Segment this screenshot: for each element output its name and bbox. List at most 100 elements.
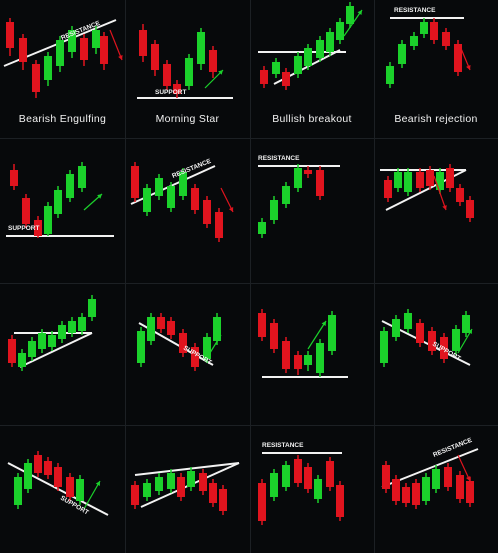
bearish-candle — [163, 64, 171, 86]
bullish-candle — [270, 473, 278, 497]
candlestick-diagram — [131, 462, 240, 515]
bullish-candle — [394, 172, 402, 188]
bearish-candle — [219, 489, 227, 511]
bullish-candle — [147, 317, 155, 341]
grid-divider-vertical — [125, 0, 126, 553]
bullish-candle — [336, 22, 344, 40]
resistance-label: RESISTANCE — [432, 437, 474, 459]
bullish-candle — [187, 471, 195, 487]
bearish-candle — [131, 166, 139, 198]
bearish-candle — [382, 465, 390, 489]
bullish-candle — [398, 44, 406, 64]
bullish-candle — [404, 172, 412, 192]
grid-divider-vertical — [374, 0, 375, 553]
bullish-candle — [167, 186, 175, 208]
bearish-candle — [304, 467, 312, 489]
bullish-candle — [18, 353, 26, 367]
bullish-candle — [197, 32, 205, 64]
grid-divider-horizontal — [0, 138, 498, 139]
bearish-candle — [456, 475, 464, 499]
bullish-candle — [380, 331, 388, 363]
bullish-candle — [432, 469, 440, 489]
bearish-candle — [282, 72, 290, 86]
bearish-candle — [326, 461, 334, 487]
bearish-candle — [416, 172, 424, 188]
arrow-head-icon — [97, 194, 102, 199]
direction-arrow — [83, 480, 101, 510]
pattern-card: RESISTANCE — [250, 138, 374, 283]
bearish-candle — [442, 32, 450, 46]
bearish-candle — [6, 22, 14, 48]
pattern-name: Bearish Engulfing — [18, 113, 107, 125]
arrow-head-icon — [357, 10, 362, 15]
bearish-candle — [151, 44, 159, 70]
bullish-candle — [258, 222, 266, 234]
resistance-label: RESISTANCE — [394, 7, 436, 14]
bearish-candle — [258, 313, 266, 337]
bullish-candle — [316, 40, 324, 58]
bearish-candle — [416, 323, 424, 343]
bullish-candle — [44, 56, 52, 80]
bearish-candle — [131, 485, 139, 505]
bullish-candle — [462, 315, 470, 333]
bearish-candle — [139, 30, 147, 56]
bullish-candle — [48, 335, 56, 347]
bullish-candle — [304, 48, 312, 66]
bullish-candle — [44, 206, 52, 234]
bearish-candle — [428, 331, 436, 351]
candlestick-diagram — [380, 164, 474, 222]
arrow-head-icon — [321, 321, 326, 326]
bullish-candle — [386, 66, 394, 84]
arrow-head-icon — [465, 476, 471, 481]
bearish-candle — [412, 483, 420, 505]
direction-arrow — [433, 175, 447, 211]
bearish-candle — [8, 339, 16, 363]
bullish-candle — [392, 319, 400, 337]
bullish-candle — [56, 40, 64, 66]
candlestick-diagram: SUPPORT — [7, 451, 109, 516]
bullish-candle — [452, 329, 460, 351]
grid-divider-horizontal — [0, 283, 498, 284]
bearish-candle — [177, 477, 185, 497]
candlestick-diagram: RESISTANCE — [386, 7, 471, 88]
bullish-candle — [68, 30, 76, 52]
bearish-candle — [34, 455, 42, 473]
bullish-candle — [155, 178, 163, 196]
bullish-candle — [294, 56, 302, 74]
bullish-candle — [282, 465, 290, 487]
bullish-candle — [28, 341, 36, 357]
bullish-candle — [167, 473, 175, 489]
bullish-candle — [316, 343, 324, 373]
bearish-candle — [392, 479, 400, 501]
direction-arrow — [220, 187, 234, 213]
bearish-candle — [316, 170, 324, 196]
pattern-card: SUPPORT Morning Star — [125, 0, 250, 138]
candlestick-diagram: SUPPORT — [6, 162, 114, 238]
bullish-candle — [38, 333, 46, 349]
bullish-candle — [294, 168, 302, 188]
bearish-candle — [260, 70, 268, 84]
pattern-name: Morning Star — [155, 113, 220, 125]
bullish-candle — [185, 58, 193, 86]
bullish-candle — [66, 174, 74, 198]
bearish-candle — [199, 473, 207, 491]
pattern-card: RESISTANCE — [125, 138, 250, 283]
pattern-card: SUPPORT — [0, 138, 125, 283]
bearish-candle — [466, 481, 474, 503]
direction-arrow — [343, 9, 363, 37]
bearish-candle — [10, 170, 18, 186]
direction-arrow — [204, 334, 222, 362]
bullish-candle — [88, 299, 96, 317]
bullish-candle — [14, 477, 22, 505]
bullish-candle — [76, 479, 84, 501]
bearish-candle — [54, 467, 62, 487]
bullish-candle — [203, 337, 211, 359]
arrow-head-icon — [216, 335, 221, 340]
candlestick-diagram: SUPPORT — [137, 24, 233, 99]
trend-line — [134, 462, 240, 476]
bearish-candle — [446, 168, 454, 188]
bearish-candle — [282, 341, 290, 369]
bullish-candle — [78, 166, 86, 188]
arrow-head-icon — [442, 205, 447, 210]
